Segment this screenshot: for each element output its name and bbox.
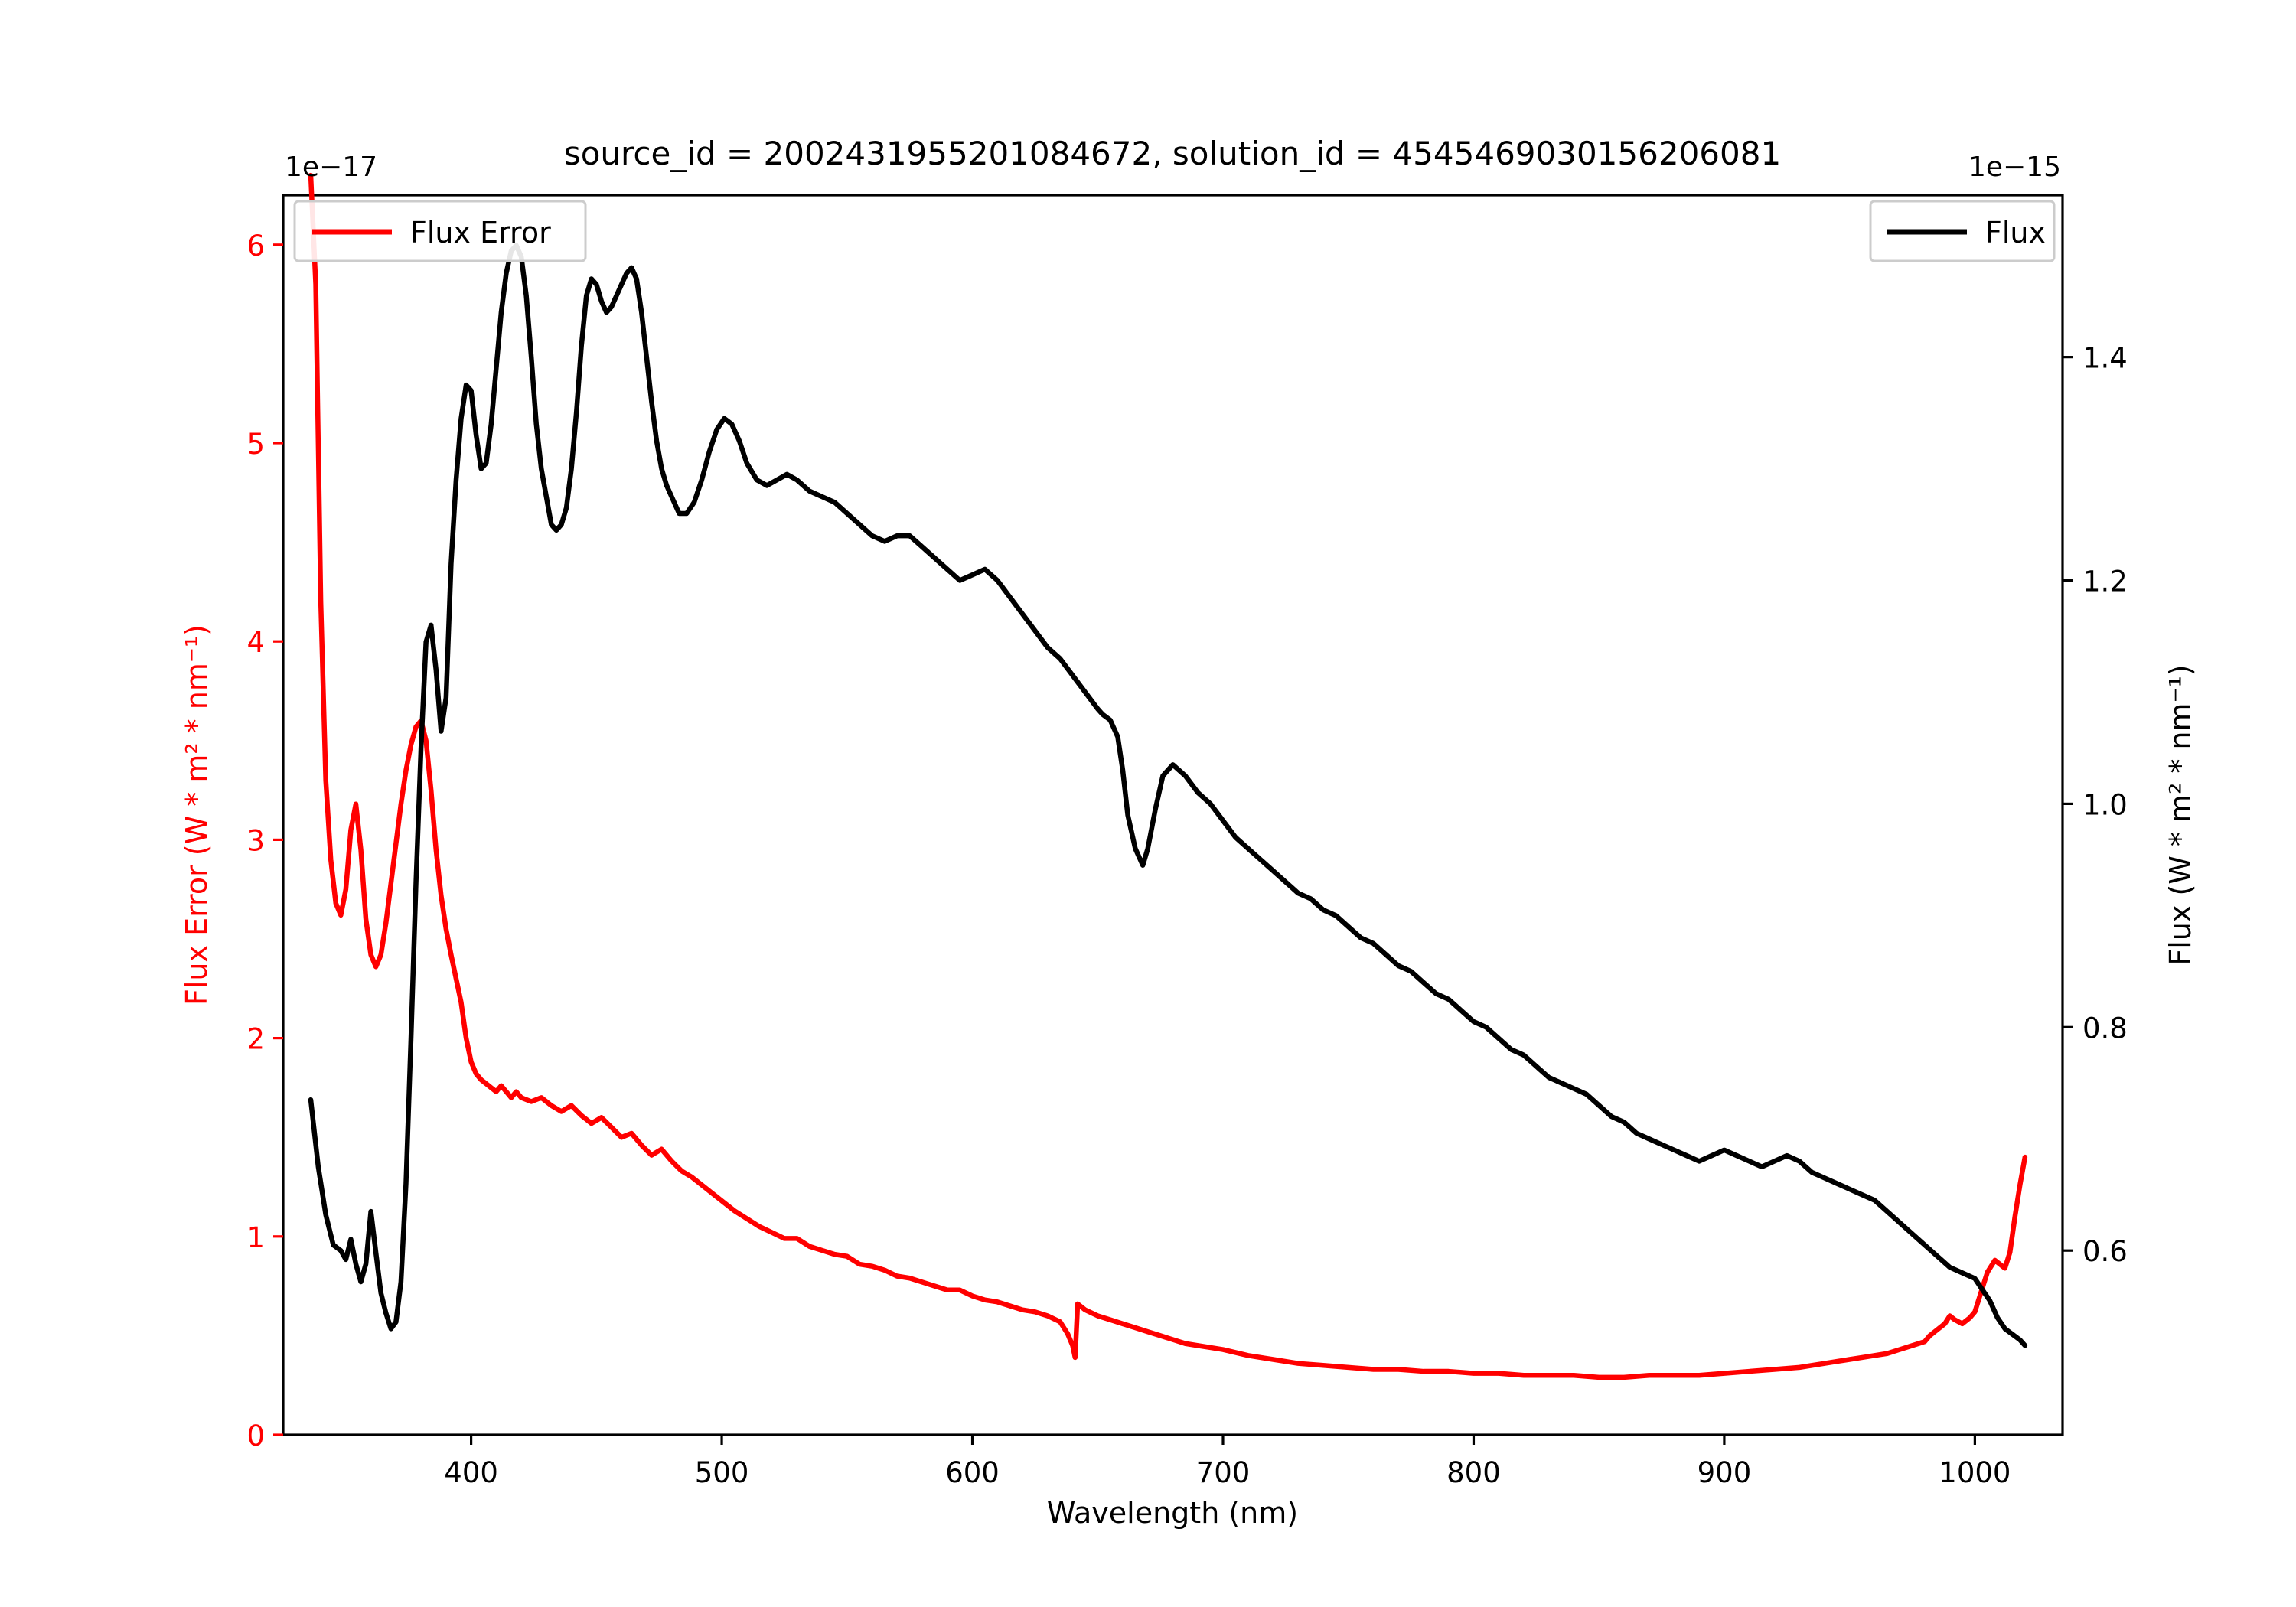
flux-curve — [308, 243, 2028, 1348]
x-axis-label: Wavelength (nm) — [1047, 1496, 1298, 1530]
right-y-tick-label: 1.2 — [2082, 566, 2128, 598]
x-tick-label: 500 — [695, 1456, 749, 1489]
right-y-axis-label: Flux (W * m² * nm⁻¹) — [2164, 664, 2197, 965]
right-axis-offset-label: 1e−15 — [1968, 152, 2061, 183]
x-tick-label: 1000 — [1939, 1456, 2011, 1489]
left-y-tick-label: 0 — [246, 1420, 265, 1452]
right-y-tick-label: 1.4 — [2082, 342, 2128, 375]
legend-flux-error[interactable]: Flux Error — [293, 200, 587, 262]
left-y-axis-label: Flux Error (W * m² * nm⁻¹) — [180, 624, 214, 1006]
right-y-tick-label: 0.6 — [2082, 1235, 2128, 1268]
left-y-tick-label: 4 — [246, 626, 265, 659]
left-y-tick-label: 3 — [246, 824, 265, 857]
right-y-tick-label: 0.8 — [2082, 1012, 2128, 1045]
x-axis-ticks: 400 500 600 700 800 900 1000 — [444, 1435, 2011, 1489]
legend-flux[interactable]: Flux — [1869, 200, 2056, 262]
chart-title: source_id = 2002431955201084672, solutio… — [564, 135, 1781, 172]
left-y-tick-label: 5 — [246, 428, 265, 461]
x-tick-label: 700 — [1196, 1456, 1251, 1489]
plot-frame — [282, 194, 2064, 1436]
legend-flux-error-label: Flux Error — [410, 216, 551, 249]
legend-flux-label: Flux — [1985, 216, 2046, 249]
flux-error-curve — [308, 172, 2028, 1380]
left-y-axis-ticks: 0 1 2 3 4 5 6 — [246, 230, 283, 1452]
left-y-tick-label: 2 — [246, 1023, 265, 1056]
legend-flux-error-box — [293, 200, 587, 262]
x-tick-label: 600 — [945, 1456, 1000, 1489]
right-y-tick-label: 1.0 — [2082, 788, 2128, 821]
left-y-tick-label: 6 — [246, 230, 265, 262]
right-y-axis-ticks: 0.6 0.8 1.0 1.2 1.4 — [2063, 342, 2128, 1268]
x-tick-label: 400 — [444, 1456, 498, 1489]
x-tick-label: 800 — [1446, 1456, 1501, 1489]
x-tick-label: 900 — [1698, 1456, 1752, 1489]
left-axis-offset-label: 1e−17 — [285, 152, 377, 183]
left-y-tick-label: 1 — [246, 1221, 265, 1254]
